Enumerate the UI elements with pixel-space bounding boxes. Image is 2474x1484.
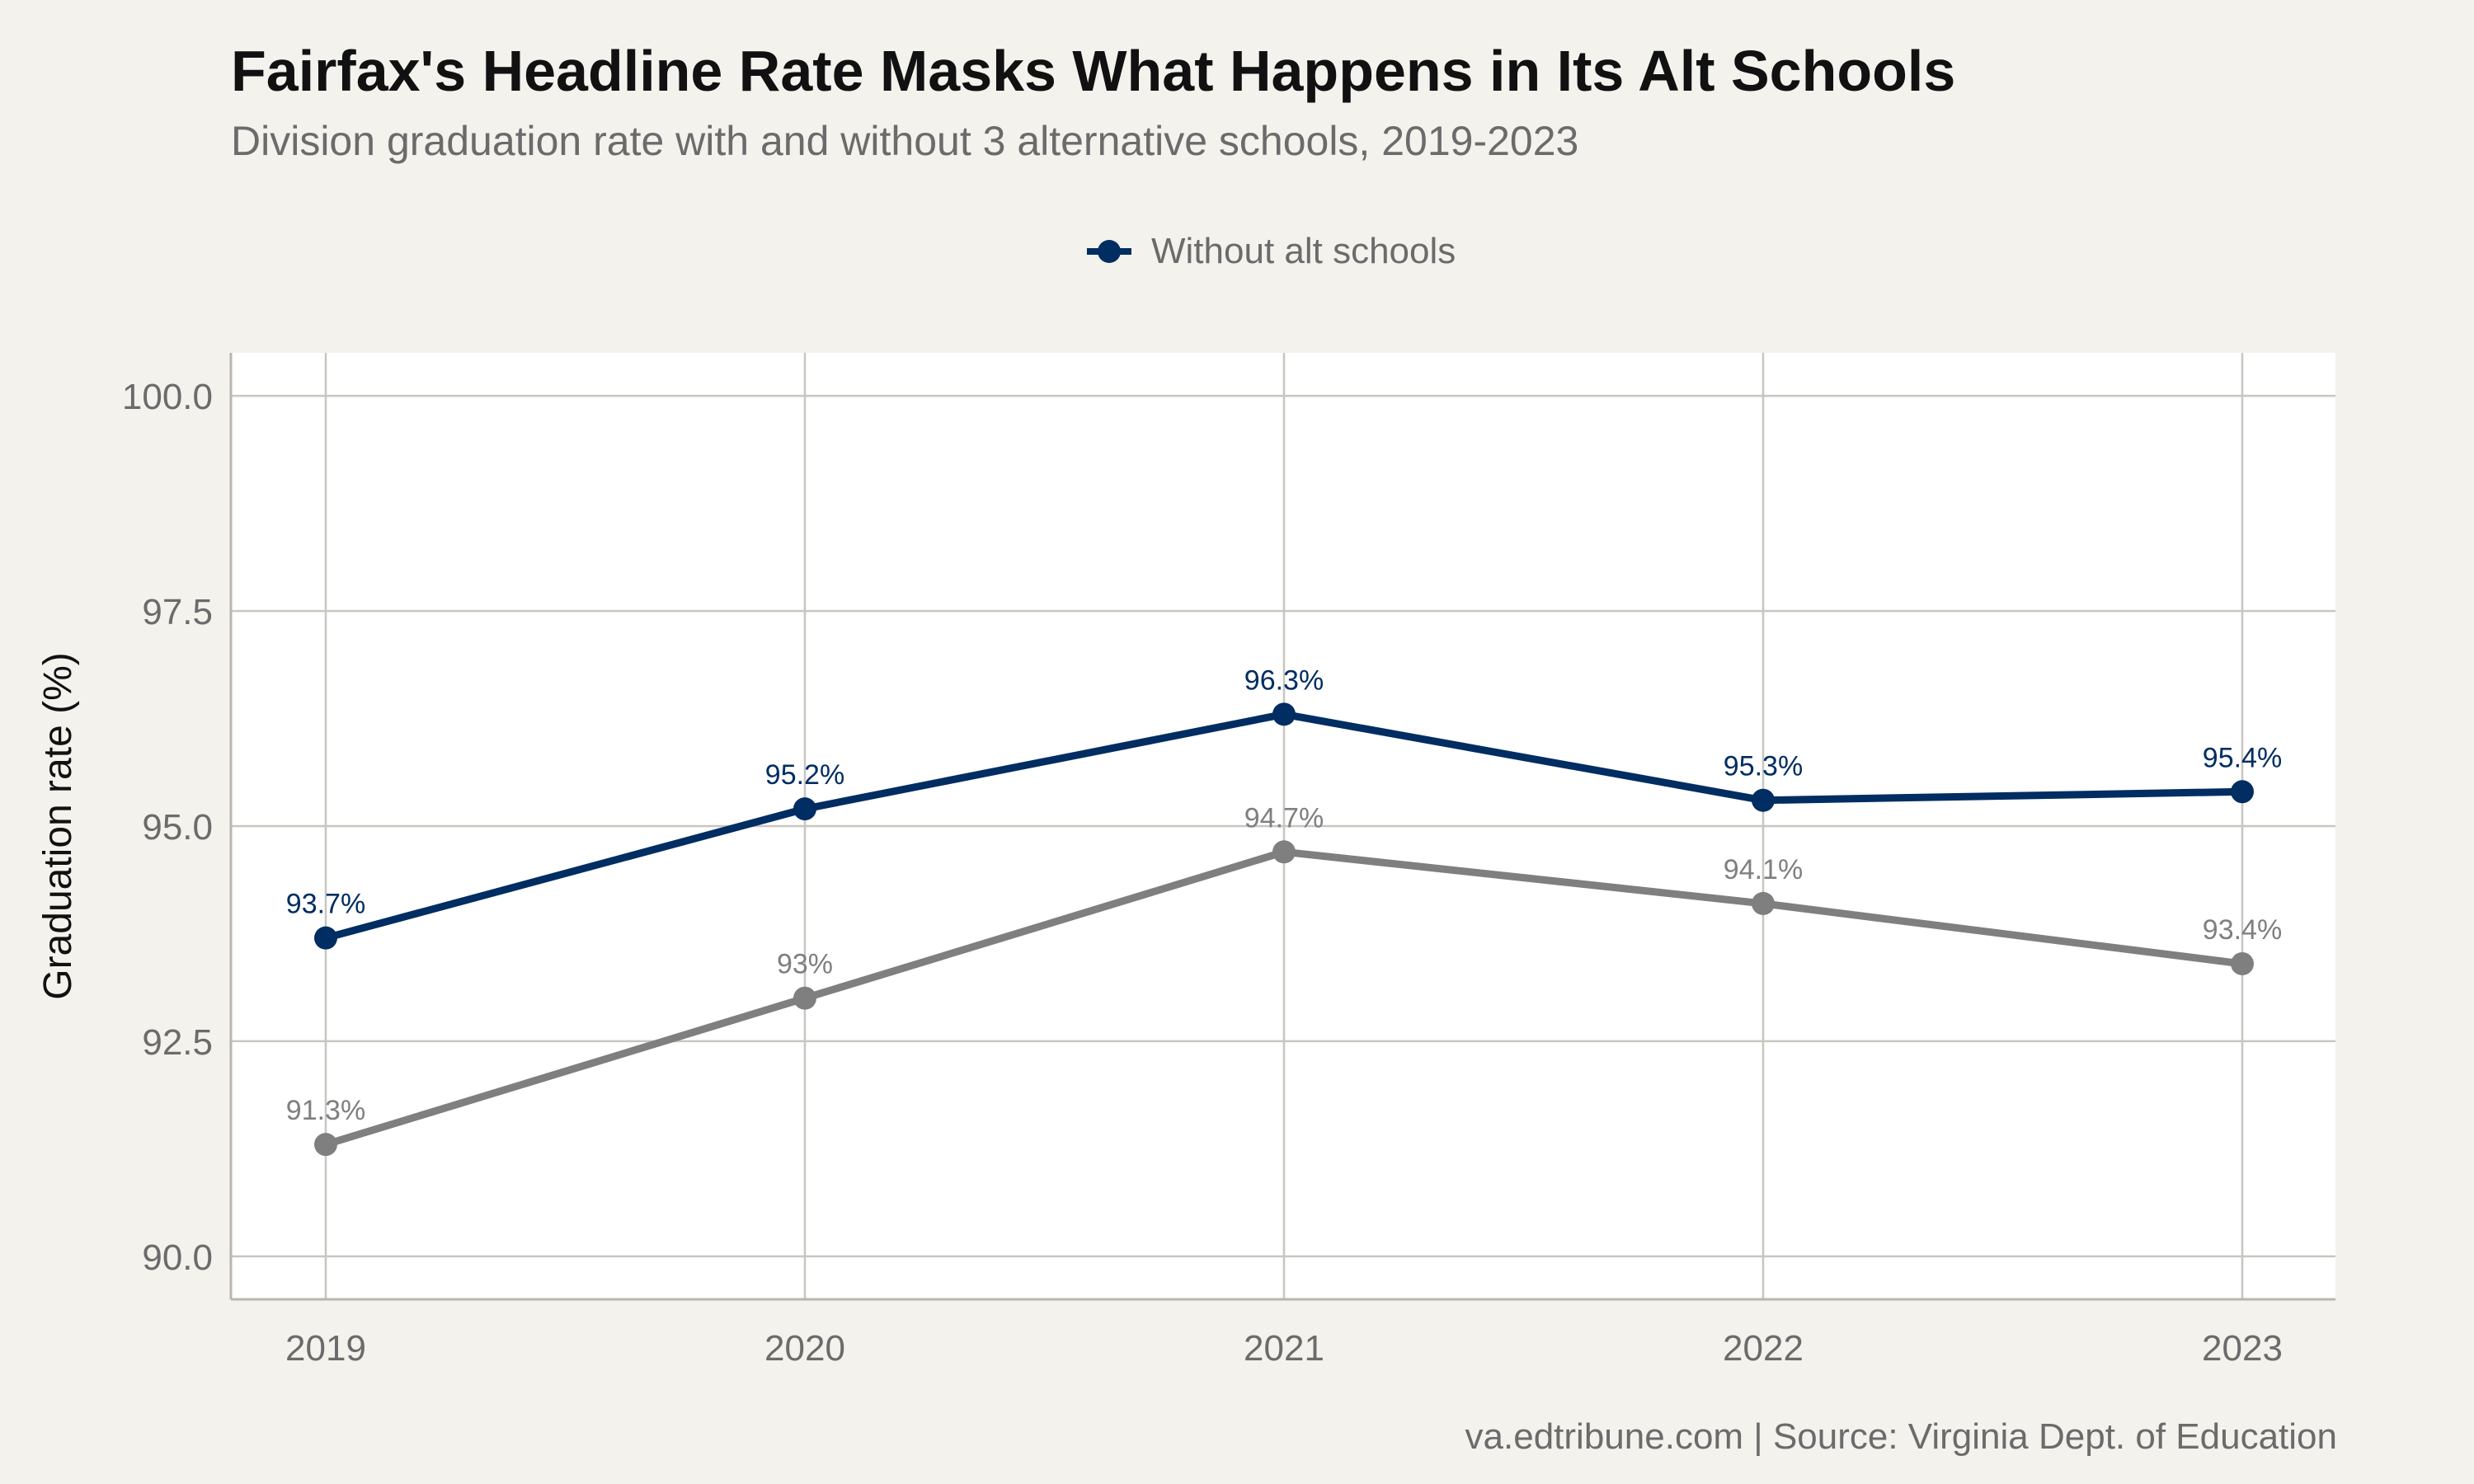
data-point-with-alt [314,1133,337,1157]
legend-key-without-alt-schools [1087,240,1131,263]
chart-title: Fairfax's Headline Rate Masks What Happe… [231,39,1956,103]
data-point-without-alt [1272,702,1296,726]
data-label-with-alt: 91.3% [286,1095,365,1126]
x-tick-label: 2019 [285,1328,366,1369]
y-tick-label: 97.5 [142,592,213,632]
y-tick-label: 92.5 [142,1022,213,1063]
y-tick-label: 90.0 [142,1237,213,1278]
data-label-with-alt: 94.1% [1724,854,1803,885]
y-axis-title: Graduation rate (%) [36,652,80,1000]
data-label-without-alt: 96.3% [1244,665,1324,696]
x-tick-label: 2022 [1723,1328,1804,1369]
legend-label-without-alt-schools: Without alt schools [1151,231,1456,271]
data-label-with-alt: 94.7% [1244,802,1324,834]
data-point-without-alt [1752,788,1775,812]
data-label-without-alt: 95.4% [2203,742,2282,773]
x-tick-label: 2021 [1244,1328,1324,1369]
data-point-with-alt [793,986,816,1010]
data-point-with-alt [1752,891,1775,915]
data-label-with-alt: 93.4% [2203,914,2282,946]
data-label-with-alt: 93% [777,949,833,980]
data-point-without-alt [793,797,816,821]
data-label-without-alt: 95.3% [1724,751,1803,782]
data-label-without-alt: 93.7% [286,889,365,920]
data-point-with-alt [1272,840,1296,864]
data-point-without-alt [2231,780,2254,804]
y-tick-label: 95.0 [142,807,213,848]
data-label-without-alt: 95.2% [765,759,844,791]
chart-subtitle: Division graduation rate with and withou… [231,118,1579,164]
y-tick-label: 100.0 [122,377,213,417]
chart-legend: Without alt schools [1085,231,1456,272]
data-point-without-alt [314,926,337,950]
x-tick-label: 2020 [764,1328,845,1369]
x-tick-label: 2023 [2202,1328,2283,1369]
data-point-with-alt [2231,951,2254,975]
chart-caption: va.edtribune.com | Source: Virginia Dept… [1465,1416,2337,1457]
